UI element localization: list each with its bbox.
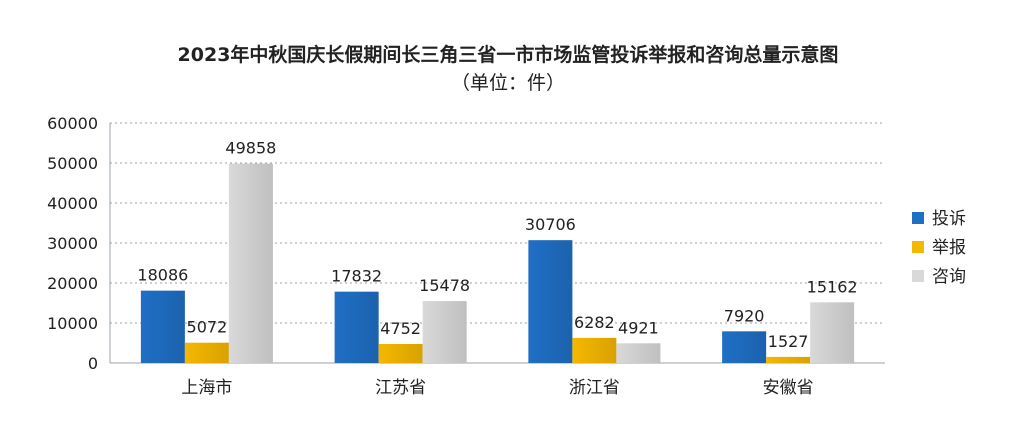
y-tick-label: 60000 [47, 114, 98, 133]
bar-shading [140, 290, 185, 363]
chart-title: 2023年中秋国庆长假期间长三角三省一市市场监管投诉举报和咨询总量示意图 [177, 44, 839, 66]
data-label: 17832 [331, 267, 382, 286]
legend-swatch [912, 270, 924, 282]
bar-shading [810, 302, 855, 363]
chart-subtitle: （单位：件） [450, 72, 565, 94]
legend-label: 咨询 [932, 267, 966, 287]
data-label: 15162 [807, 277, 858, 296]
legend-swatch [912, 212, 924, 224]
data-label: 7920 [724, 306, 765, 325]
data-label: 5072 [187, 318, 228, 337]
x-tick-label: 安徽省 [763, 378, 814, 398]
data-label: 4921 [618, 318, 659, 337]
bar-shading [228, 163, 273, 363]
data-label: 15478 [419, 276, 470, 295]
bar-shading [378, 343, 423, 363]
bar-shading [184, 342, 229, 363]
bar-shading [616, 343, 661, 363]
y-tick-label: 10000 [47, 314, 98, 333]
data-label: 6282 [574, 313, 615, 332]
bar-shading [572, 337, 617, 363]
x-tick-label: 江苏省 [375, 378, 426, 398]
data-label: 30706 [525, 215, 576, 234]
plot-area: 0 10000 20000 30000 40000 50000 60000 18086 5072… [47, 114, 885, 398]
bar-shading [722, 331, 767, 363]
legend-label: 举报 [932, 238, 966, 258]
bar-shading [334, 291, 379, 363]
data-label: 18086 [137, 266, 188, 285]
legend-swatch [912, 241, 924, 253]
y-tick-label: 30000 [47, 234, 98, 253]
y-tick-label: 40000 [47, 194, 98, 213]
bar-shading [422, 301, 467, 363]
data-label: 1527 [768, 332, 809, 351]
y-tick-label: 20000 [47, 274, 98, 293]
legend-label: 投诉 [932, 209, 966, 229]
y-tick-label: 0 [88, 354, 98, 373]
y-tick-label: 50000 [47, 154, 98, 173]
x-tick-label: 上海市 [181, 378, 232, 398]
x-tick-label: 浙江省 [569, 378, 620, 398]
data-label: 4752 [380, 319, 421, 338]
bar-shading [528, 240, 573, 363]
data-label: 49858 [225, 139, 276, 158]
bar-shading [766, 356, 811, 363]
